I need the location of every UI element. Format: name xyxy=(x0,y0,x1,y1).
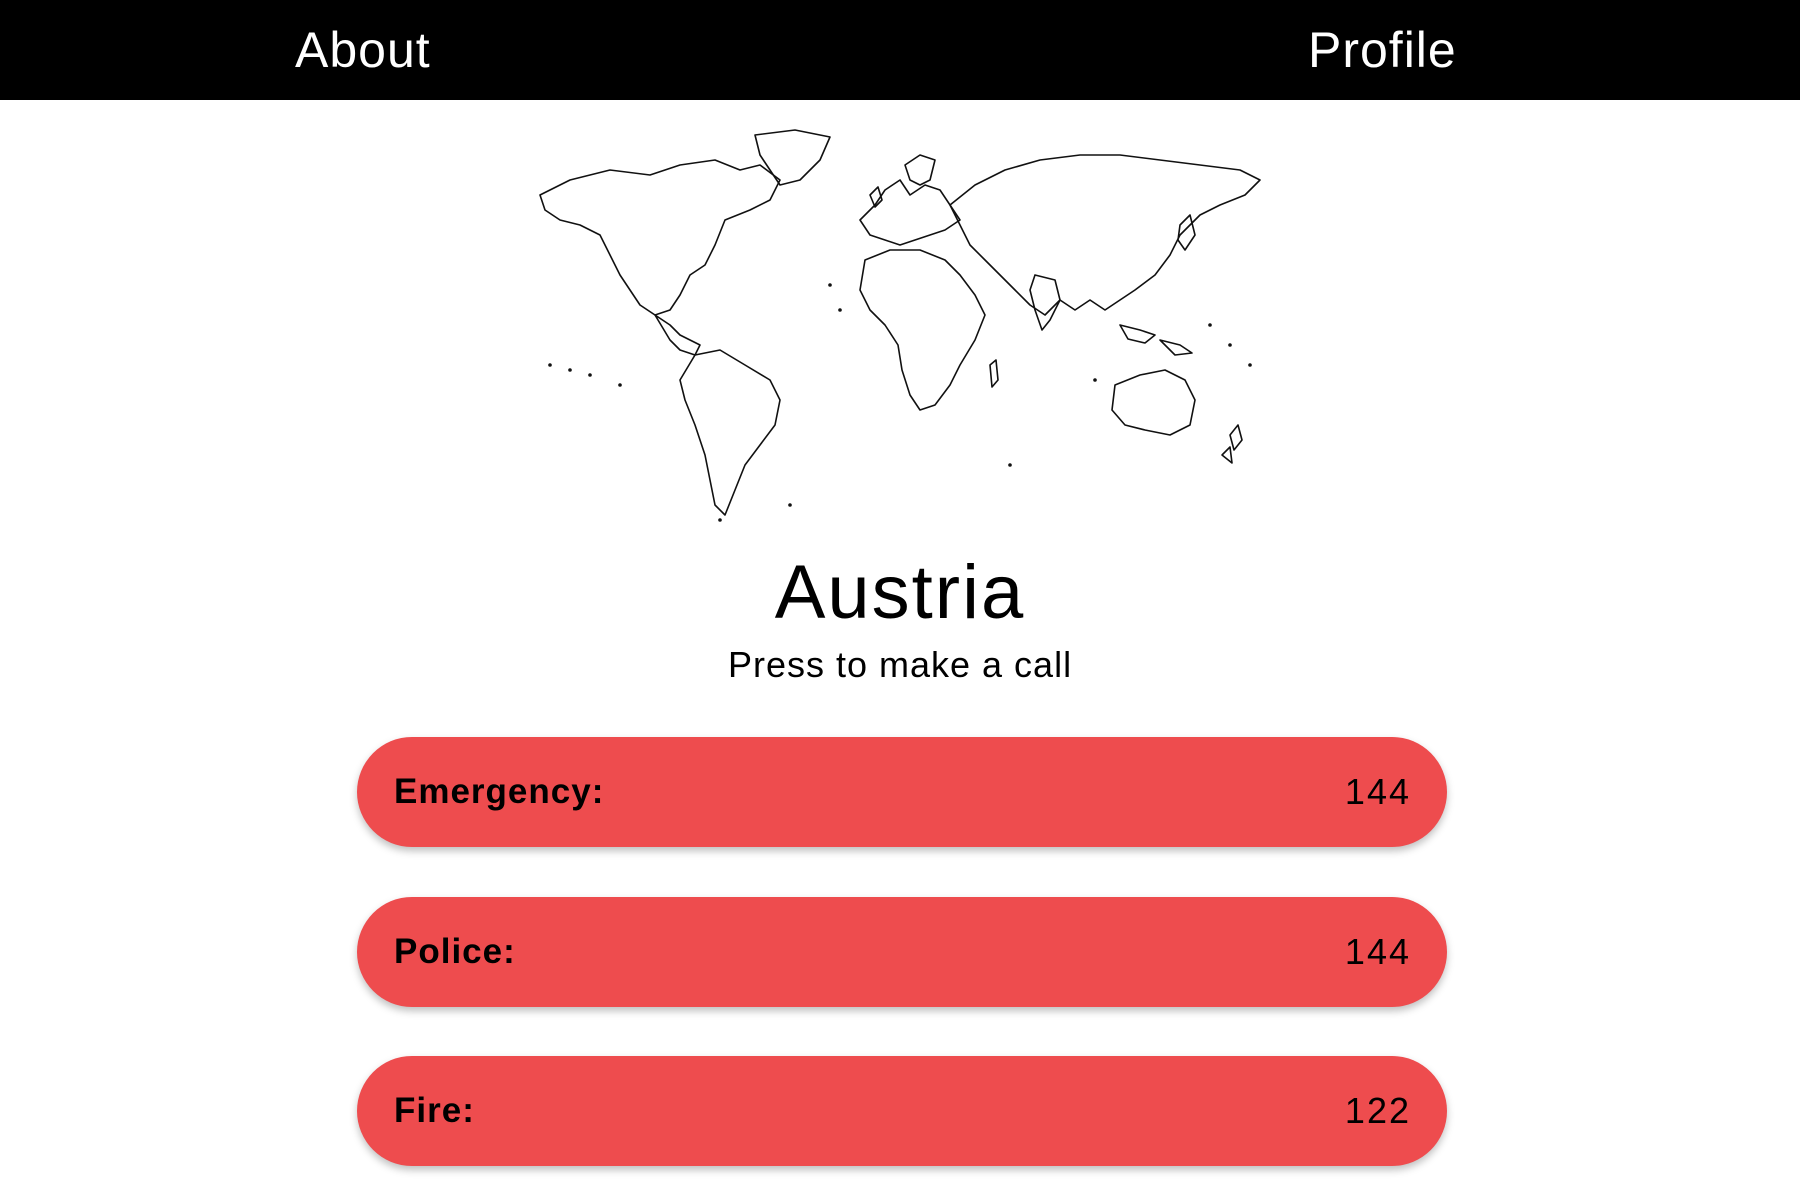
emergency-call-button[interactable]: Emergency: 144 xyxy=(357,737,1447,847)
call-label: Emergency: xyxy=(394,772,605,811)
call-instruction-text: Press to make a call xyxy=(727,644,1073,685)
call-number: 144 xyxy=(1344,771,1411,812)
country-name-title: Austria xyxy=(774,550,1026,635)
call-label: Fire: xyxy=(394,1091,475,1130)
nav-profile-link[interactable]: Profile xyxy=(1308,22,1457,78)
police-call-button[interactable]: Police: 144 xyxy=(357,897,1447,1007)
top-navigation-bar: About Profile xyxy=(0,0,1800,100)
call-number: 144 xyxy=(1344,931,1411,972)
fire-call-button[interactable]: Fire: 122 xyxy=(357,1056,1447,1166)
nav-about-link[interactable]: About xyxy=(295,22,431,78)
world-map-icon xyxy=(530,125,1270,525)
call-label: Police: xyxy=(394,932,516,971)
call-number: 122 xyxy=(1344,1090,1411,1131)
